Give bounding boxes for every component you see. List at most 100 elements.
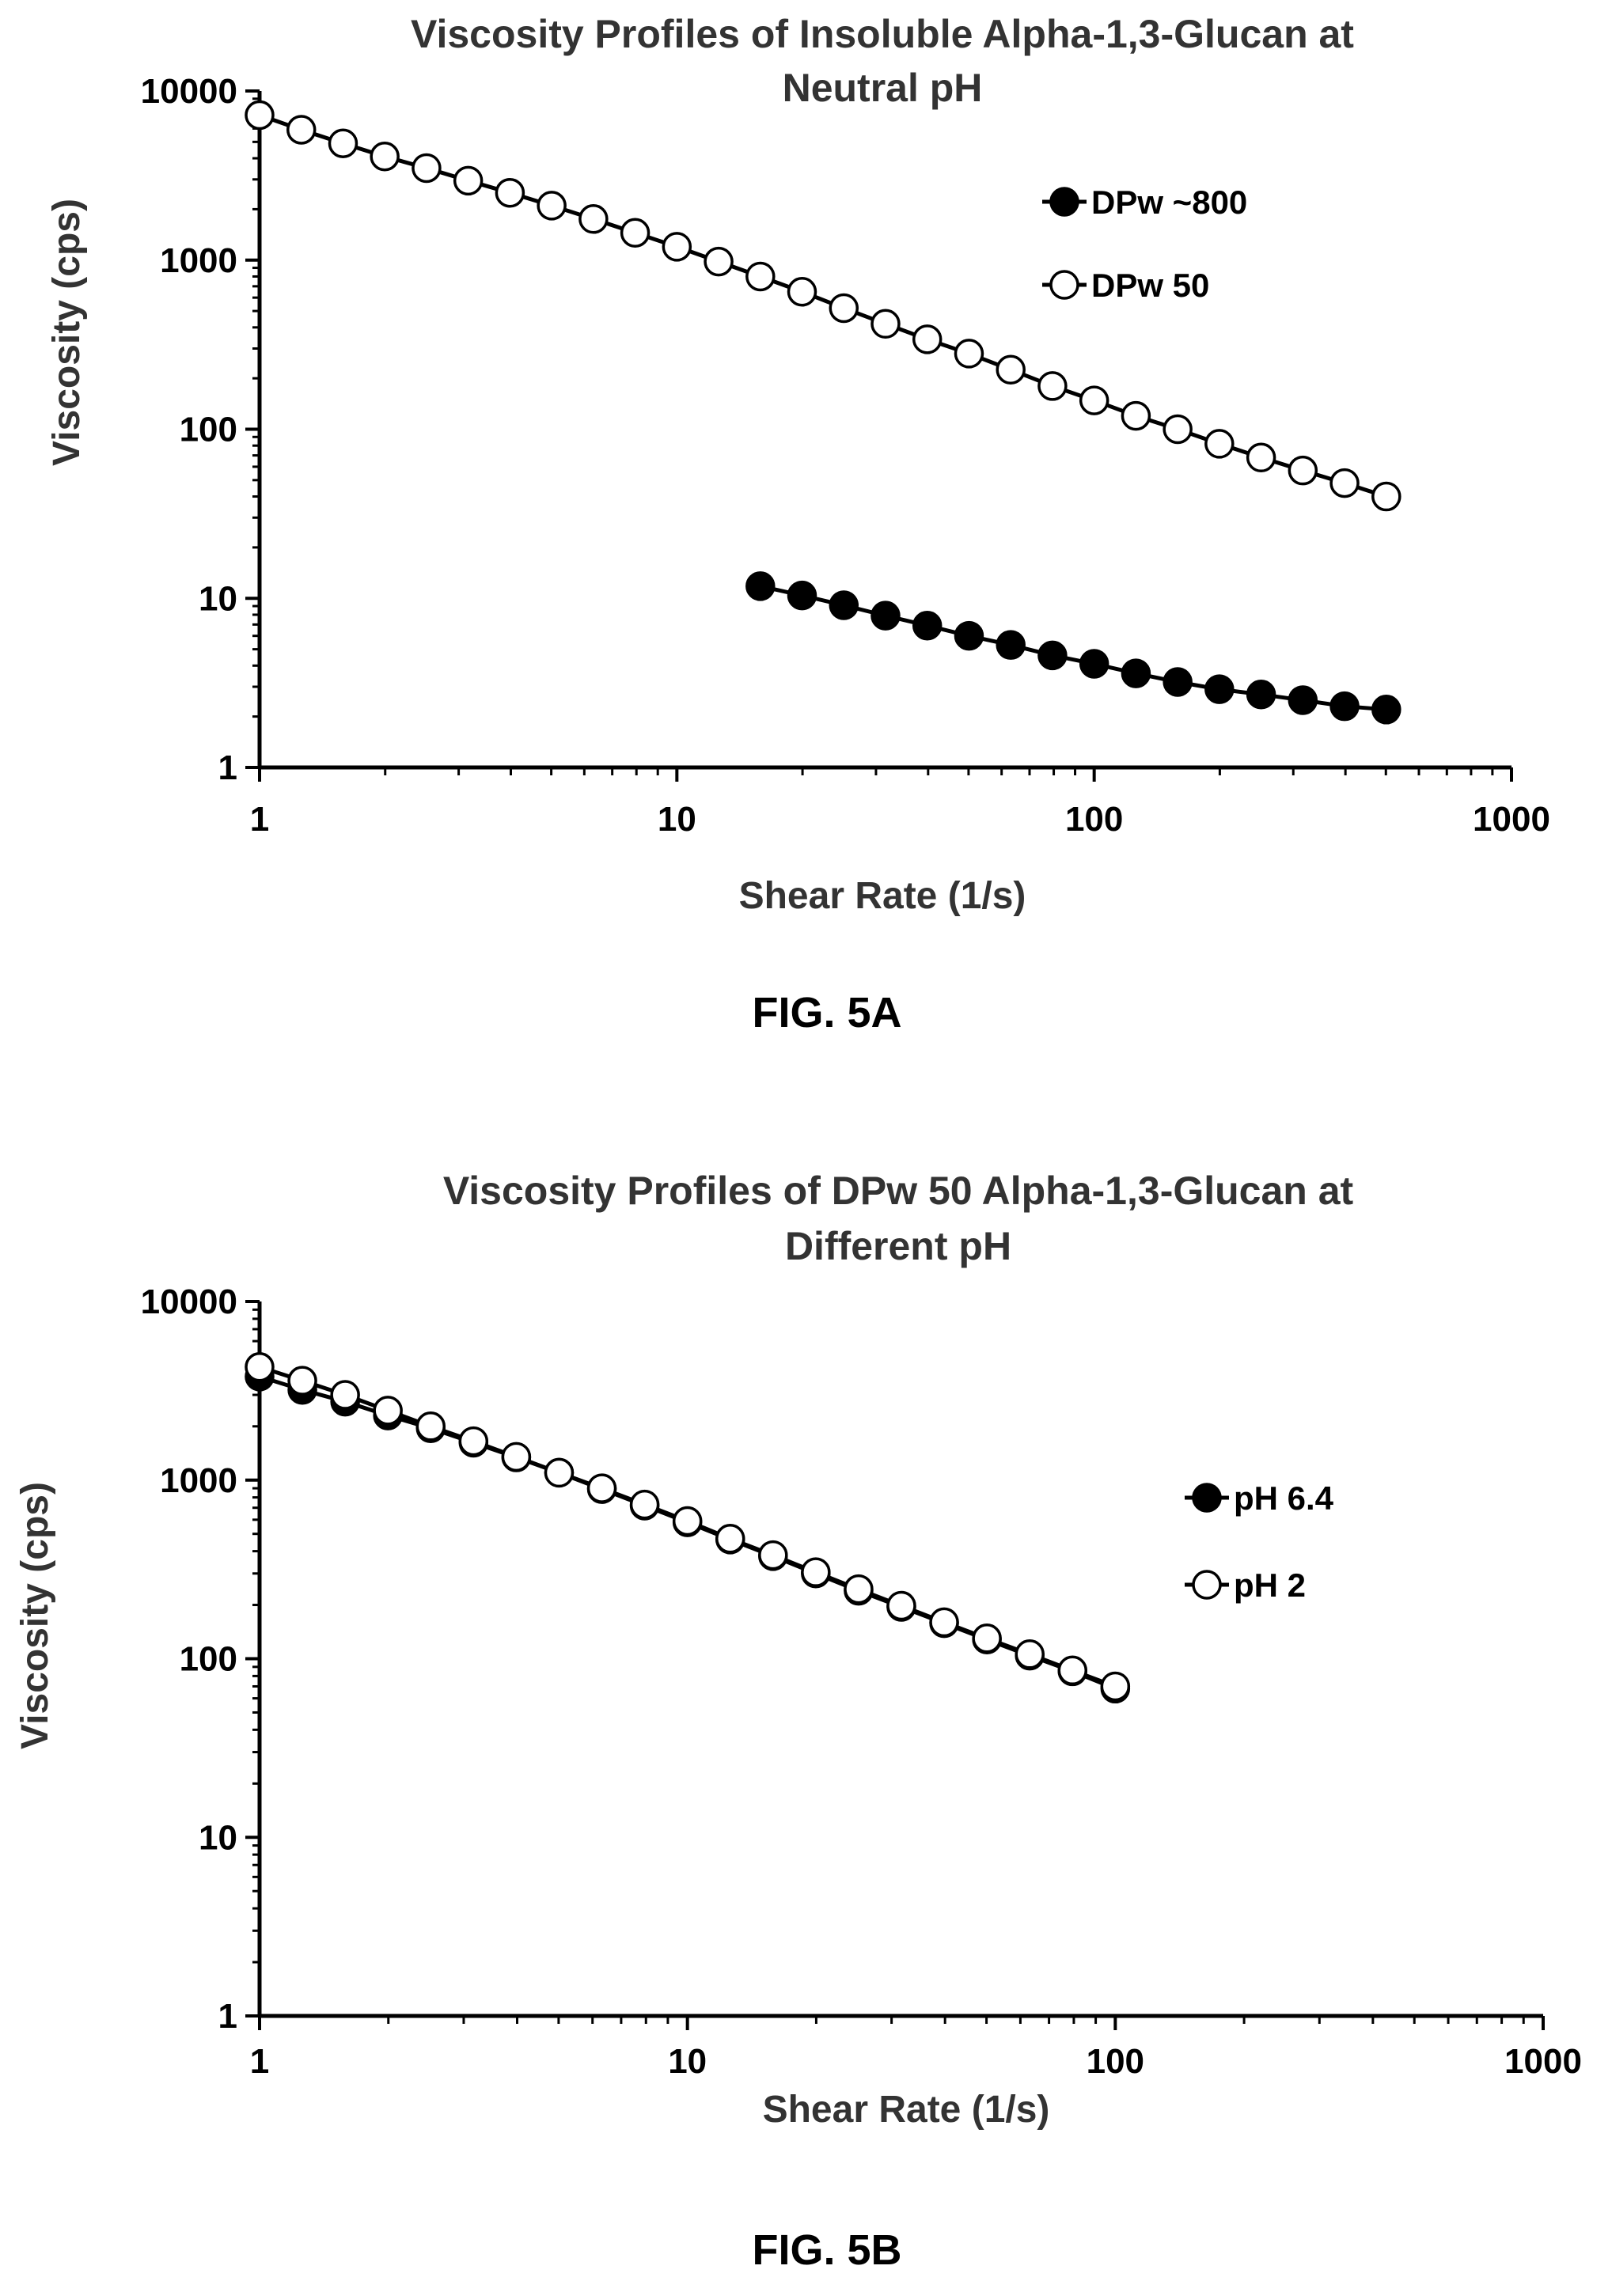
- figure-caption-5b: FIG. 5B: [752, 2226, 901, 2274]
- data-point: [415, 1411, 446, 1442]
- legend-label: pH 2: [1234, 1567, 1306, 1604]
- data-point: [1204, 674, 1235, 704]
- series-line: [760, 584, 1387, 712]
- data-point: [1037, 640, 1068, 671]
- x-axis-label: Shear Rate (1/s): [763, 2089, 1050, 2131]
- figure-caption-5a: FIG. 5A: [752, 989, 901, 1036]
- y-axis-label: Viscosity (cps): [46, 199, 88, 466]
- data-marks: [245, 100, 1401, 725]
- data-point: [1246, 680, 1276, 710]
- x-tick-label: 1: [250, 2042, 269, 2081]
- data-point: [373, 1396, 403, 1426]
- data-point: [829, 293, 859, 324]
- data-point: [1100, 1671, 1131, 1702]
- data-point: [787, 276, 817, 307]
- data-point: [662, 232, 692, 262]
- data-point: [1015, 1639, 1045, 1669]
- data-point: [1371, 481, 1401, 512]
- data-point: [886, 1590, 916, 1621]
- y-tick-label: 10000: [141, 72, 237, 111]
- data-marks: [245, 1351, 1131, 1704]
- data-point: [544, 1457, 575, 1488]
- data-point: [954, 339, 984, 369]
- data-point: [801, 1557, 831, 1587]
- data-point: [620, 218, 650, 248]
- data-point: [1121, 658, 1151, 688]
- data-point: [286, 115, 317, 145]
- data-point: [1163, 414, 1193, 445]
- data-point: [870, 601, 901, 631]
- data-point: [912, 610, 943, 641]
- y-tick-label: 100: [180, 1640, 237, 1679]
- data-point: [495, 177, 525, 208]
- data-point: [1057, 1655, 1088, 1686]
- data-point: [578, 204, 609, 234]
- chart-title-line-2: Different pH: [785, 1224, 1011, 1268]
- data-point: [1288, 455, 1318, 486]
- data-point: [787, 580, 817, 611]
- data-point: [1329, 468, 1360, 498]
- data-point: [929, 1607, 959, 1638]
- x-tick-label: 1000: [1504, 2042, 1582, 2081]
- data-point: [758, 1540, 788, 1570]
- data-point: [328, 128, 358, 158]
- data-point: [629, 1489, 660, 1520]
- legend-label: DPw ~800: [1091, 184, 1247, 221]
- data-point: [954, 620, 984, 651]
- data-point: [844, 1574, 874, 1605]
- x-tick-label: 100: [1087, 2042, 1144, 2081]
- chart-fig-5a: Viscosity Profiles of Insoluble Alpha-1,…: [46, 12, 1550, 917]
- data-point: [1288, 685, 1318, 715]
- y-tick-label: 10000: [141, 1283, 237, 1321]
- data-point: [972, 1623, 1002, 1654]
- data-point: [537, 191, 567, 221]
- legend: pH 6.4 pH 2: [1185, 1480, 1334, 1604]
- chart-fig-5b: Viscosity Profiles of DPw 50 Alpha-1,3-G…: [14, 1169, 1582, 2131]
- y-tick-label: 10: [199, 579, 237, 618]
- data-point: [704, 246, 734, 277]
- x-axis-label: Shear Rate (1/s): [739, 875, 1026, 917]
- chart-title-line-2: Neutral pH: [783, 66, 983, 110]
- legend-marker: [1049, 187, 1079, 217]
- axes: 1 10 100 1000 10000 1 10 100 1000: [141, 72, 1550, 839]
- x-tick-label: 1: [250, 800, 269, 839]
- y-tick-label: 1000: [160, 241, 237, 280]
- y-tick-label: 1: [218, 748, 237, 787]
- data-point: [501, 1442, 532, 1472]
- y-tick-label: 100: [180, 411, 237, 449]
- data-point: [245, 1351, 275, 1382]
- x-tick-label: 100: [1065, 800, 1123, 839]
- legend: DPw ~800 DPw 50: [1042, 184, 1247, 304]
- legend-marker: [1192, 1570, 1222, 1600]
- data-point: [996, 630, 1026, 660]
- data-point: [412, 153, 442, 184]
- legend-label: pH 6.4: [1234, 1480, 1334, 1517]
- y-axis-label: Viscosity (cps): [14, 1482, 56, 1749]
- legend-marker: [1192, 1483, 1222, 1513]
- chart-title-line-1: Viscosity Profiles of DPw 50 Alpha-1,3-G…: [443, 1169, 1354, 1213]
- data-point: [1204, 429, 1235, 459]
- data-point: [370, 142, 400, 172]
- data-point: [1079, 649, 1109, 679]
- data-point: [745, 261, 776, 292]
- data-point: [1371, 695, 1401, 725]
- data-point: [330, 1380, 360, 1410]
- data-point: [287, 1366, 317, 1396]
- data-point: [458, 1426, 489, 1457]
- data-point: [715, 1524, 745, 1554]
- x-tick-label: 10: [658, 800, 696, 839]
- data-point: [672, 1506, 703, 1536]
- data-point: [1329, 691, 1360, 722]
- data-point: [1079, 385, 1109, 415]
- data-point: [1163, 667, 1193, 697]
- data-point: [1121, 400, 1151, 431]
- series-line: [259, 113, 1387, 498]
- x-tick-label: 10: [668, 2042, 707, 2081]
- data-point: [1037, 371, 1068, 401]
- x-tick-label: 1000: [1473, 800, 1550, 839]
- data-point: [245, 100, 275, 131]
- legend-marker: [1049, 270, 1079, 300]
- y-tick-label: 1: [218, 1997, 237, 2036]
- y-tick-label: 1000: [160, 1461, 237, 1500]
- y-tick-label: 10: [199, 1818, 237, 1857]
